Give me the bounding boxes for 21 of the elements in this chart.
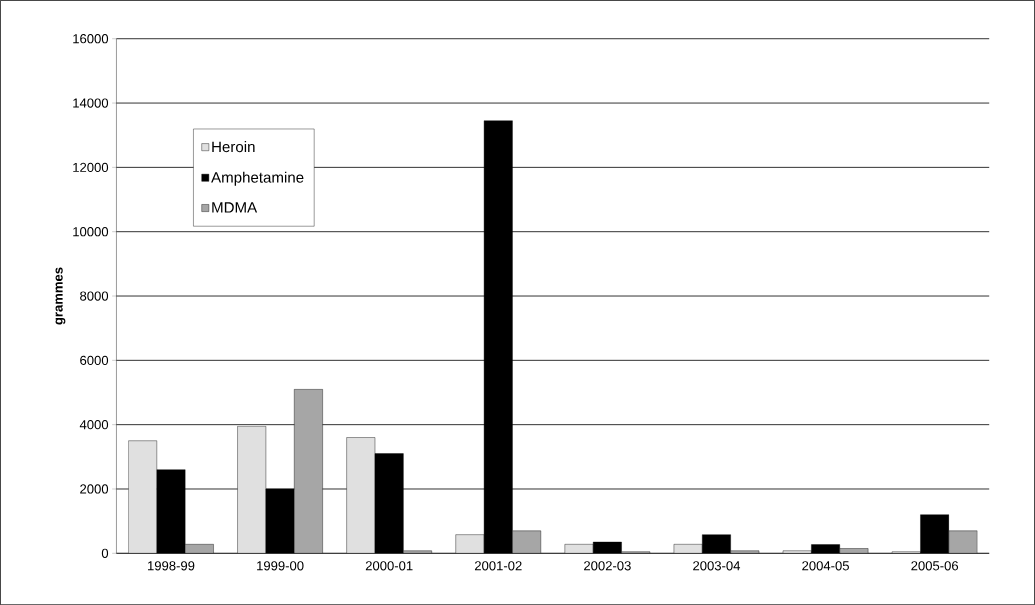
y-axis-title: grammes [55, 267, 66, 325]
y-tick-label: 6000 [80, 355, 109, 365]
x-tick-label: 1999-00 [257, 561, 304, 571]
y-tick-label: 8000 [80, 291, 109, 301]
y-tick-label: 10000 [73, 226, 109, 237]
y-tick-label: 2000 [80, 484, 109, 494]
y-tick-label: 0 [101, 548, 109, 558]
x-tick-label: 2002-03 [584, 561, 631, 571]
legend-label: MDMA [212, 202, 258, 213]
x-tick-label: 1998-99 [148, 561, 195, 571]
x-tick-label: 2004-05 [802, 561, 849, 571]
y-tick-label: 16000 [73, 34, 109, 44]
y-tick-label: 14000 [73, 98, 109, 108]
x-tick-label: 2000-01 [365, 561, 413, 571]
legend-label: Amphetamine [211, 171, 304, 186]
x-tick-label: 2001-02 [474, 561, 522, 571]
y-tick-label: 4000 [79, 419, 109, 430]
legend-label: Heroin [212, 141, 255, 153]
x-tick-label: 2005-06 [911, 561, 959, 571]
y-tick-label: 12000 [73, 162, 109, 172]
x-tick-label: 2003-04 [693, 561, 741, 571]
